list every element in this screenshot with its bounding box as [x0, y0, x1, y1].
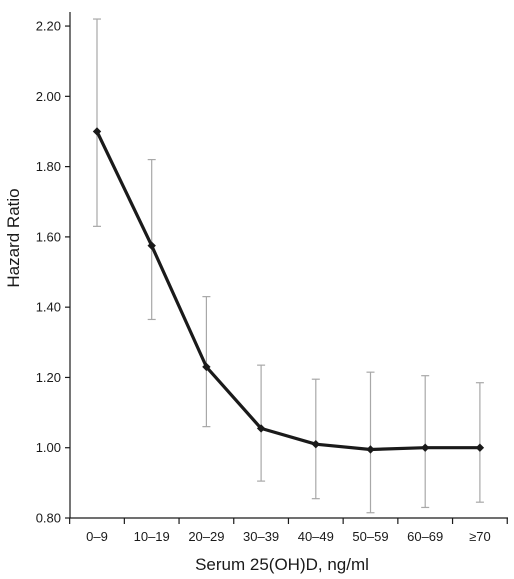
data-markers	[92, 127, 485, 454]
x-tick-label: ≥70	[469, 529, 491, 544]
x-tick-label: 60–69	[407, 529, 443, 544]
x-tick-label: 30–39	[243, 529, 279, 544]
data-point	[147, 241, 156, 250]
error-bar	[421, 375, 430, 509]
y-tick-label: 2.20	[36, 19, 61, 34]
axes	[69, 12, 508, 519]
series-line-group	[95, 129, 482, 452]
x-tick-label: 0–9	[86, 529, 108, 544]
error-bar	[93, 18, 101, 227]
data-point	[92, 127, 102, 136]
y-tick-label: 1.40	[36, 300, 61, 315]
error-bar	[475, 382, 484, 503]
data-point	[421, 443, 430, 452]
x-tick-label: 10–19	[134, 529, 170, 544]
y-axis-label: Hazard Ratio	[4, 188, 23, 287]
y-tick-label: 1.00	[36, 440, 61, 455]
data-point	[202, 362, 211, 372]
y-tick-label: 0.80	[36, 511, 61, 526]
x-tick-label: 40–49	[298, 529, 334, 544]
data-point	[475, 443, 485, 452]
x-ticks: 0–9 10–19 20–29 30–39 40–49 50–59 60–69 ≥70	[69, 518, 508, 544]
y-tick-label: 1.20	[36, 370, 61, 385]
series-line	[95, 129, 482, 452]
error-bar	[147, 158, 156, 321]
y-tick-label: 2.00	[36, 89, 61, 104]
x-axis-label: Serum 25(OH)D, ng/ml	[195, 555, 369, 574]
y-tick-label: 1.80	[36, 159, 61, 174]
y-tick-label: 1.60	[36, 229, 61, 244]
error-bar	[366, 371, 375, 514]
x-tick-label: 50–59	[352, 529, 388, 544]
data-point	[366, 445, 375, 454]
data-point	[311, 440, 320, 449]
y-ticks: 0.80 1.00 1.20 1.40 1.60 1.80 2.00 2.20	[36, 19, 70, 526]
error-bar	[257, 364, 266, 482]
data-point	[256, 424, 266, 433]
error-bars	[93, 18, 484, 514]
error-bar	[202, 296, 211, 428]
x-tick-label: 20–29	[188, 529, 224, 544]
error-bar	[311, 378, 320, 500]
